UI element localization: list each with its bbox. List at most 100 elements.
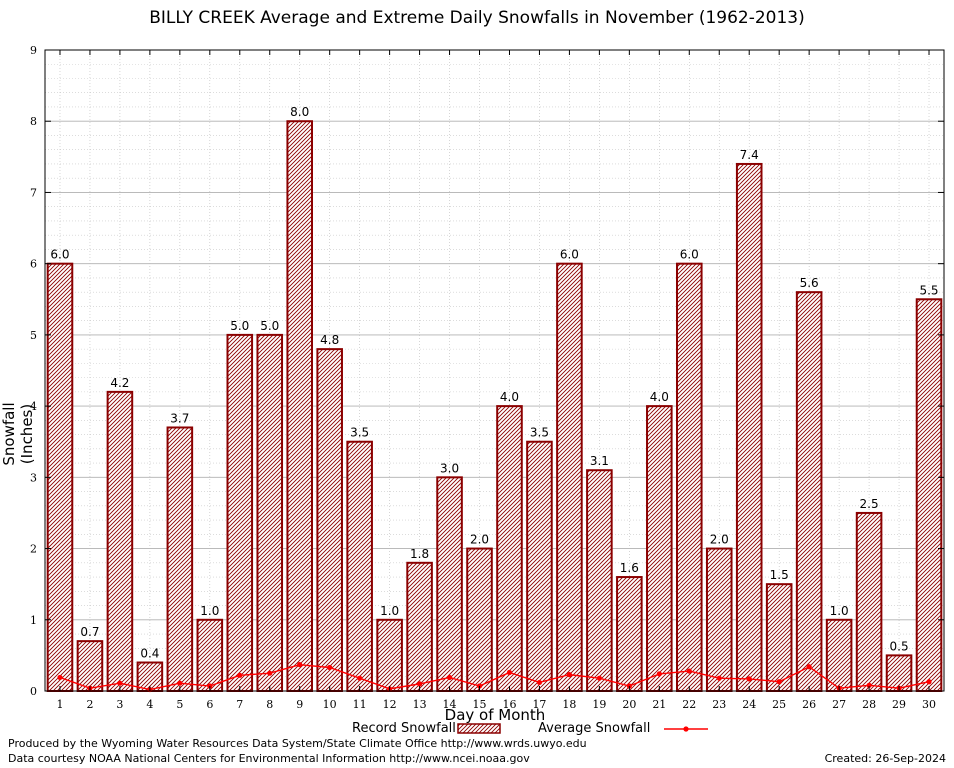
average-point-day-28: [866, 682, 872, 688]
bar-day-12: [376, 618, 403, 692]
bar-day-24: [735, 162, 763, 692]
bar-value-label: 7.4: [740, 148, 759, 162]
y-tick-label: 2: [30, 543, 37, 556]
bar-day-26: [795, 291, 823, 692]
legend-average-marker: [683, 726, 689, 732]
bar-value-label: 5.0: [230, 319, 249, 333]
bar-day-21: [646, 405, 673, 692]
average-point-day-18: [566, 672, 573, 678]
x-tick-label: 11: [353, 698, 367, 711]
x-tick-label: 10: [323, 698, 337, 711]
average-point-day-25: [776, 679, 782, 685]
bar-value-label: 2.0: [710, 533, 729, 547]
plot-frame: [44, 49, 945, 692]
x-tick-label: 21: [652, 698, 666, 711]
bar-day-13: [406, 561, 433, 692]
bar-day-2: [76, 640, 104, 693]
average-point-day-8: [267, 670, 273, 676]
y-tick-label: 0: [30, 685, 37, 698]
bar-value-label: 1.5: [770, 568, 789, 582]
bar-day-30: [915, 298, 943, 692]
bar-day-20: [616, 576, 643, 692]
x-tick-label: 18: [562, 698, 576, 711]
bar-day-15: [466, 547, 493, 692]
y-axis-label: Snowfall (Inches): [0, 402, 36, 466]
average-line: [57, 662, 932, 693]
x-tick-label: 29: [892, 698, 906, 711]
x-tick-label: 25: [772, 698, 786, 711]
bar-value-label: 5.6: [800, 276, 819, 290]
bar-day-16: [496, 405, 523, 692]
y-tick-label: 1: [30, 614, 37, 627]
bar-day-14: [436, 476, 463, 693]
bar-value-label: 3.0: [440, 461, 459, 475]
y-tick-label: 3: [30, 471, 37, 484]
x-tick-label: 13: [413, 698, 427, 711]
bar-value-label: 1.0: [380, 604, 399, 618]
bar-day-27: [825, 618, 853, 692]
x-tick-label: 9: [296, 698, 303, 711]
average-point-day-17: [536, 679, 543, 686]
bar-day-28: [855, 511, 883, 693]
bar-day-9: [286, 120, 314, 692]
x-tick-label: 22: [682, 698, 696, 711]
bar-value-label: 4.8: [320, 333, 339, 347]
average-point-day-19: [596, 675, 602, 681]
average-point-day-11: [357, 675, 363, 681]
bar-value-label: 3.1: [590, 454, 609, 468]
bar-value-label: 8.0: [290, 105, 309, 119]
bar-value-label: 1.6: [620, 561, 639, 575]
bar-value-label: 1.0: [200, 604, 219, 618]
bars: 6.0 0.7 4.2 0.4 3.7 1.0 5.0 5.0 8.0 4.8 3.5 1.0 1.8 3…: [46, 105, 943, 693]
x-tick-label: 3: [116, 698, 123, 711]
footer-produced-by: Produced by the Wyoming Water Resources …: [8, 737, 587, 750]
y-tick-label: 7: [30, 186, 37, 199]
bar-value-label: 0.7: [80, 625, 99, 639]
bar-day-17: [526, 440, 553, 692]
x-tick-label: 16: [502, 698, 516, 711]
average-snowfall-line: [59, 663, 930, 691]
bar-day-3: [106, 390, 134, 692]
y-tick-label: 5: [30, 329, 37, 342]
bar-value-label: 3.7: [170, 411, 189, 425]
average-point-day-7: [237, 672, 243, 678]
x-tick-label: 4: [146, 698, 153, 711]
bar-day-8: [256, 333, 284, 692]
x-axis-label: Day of Month: [444, 706, 546, 724]
bar-value-label: 2.0: [470, 533, 489, 547]
bar-value-label: 4.2: [110, 376, 129, 390]
x-tick-label: 23: [712, 698, 726, 711]
y-tick-label: 8: [30, 115, 37, 128]
bar-value-label: 6.0: [50, 248, 69, 262]
x-tick-label: 26: [802, 698, 816, 711]
bar-day-25: [765, 583, 793, 693]
x-tick-label: 1: [56, 698, 63, 711]
average-point-day-22: [686, 668, 692, 674]
bar-day-18: [556, 262, 583, 692]
average-point-day-13: [416, 681, 423, 687]
bar-value-label: 6.0: [680, 248, 699, 262]
bar-value-label: 2.5: [860, 497, 879, 511]
bar-day-19: [586, 469, 613, 693]
bar-value-label: 5.5: [919, 283, 938, 297]
x-tick-label: 28: [862, 698, 876, 711]
bar-value-label: 0.5: [890, 639, 909, 653]
bar-value-label: 1.8: [410, 547, 429, 561]
bar-day-11: [346, 440, 373, 692]
bar-day-5: [166, 426, 194, 692]
y-tick-label: 9: [30, 44, 37, 57]
average-point-day-5: [177, 680, 183, 686]
average-point-day-23: [716, 675, 722, 681]
x-tick-label: 24: [742, 698, 756, 711]
bar-value-label: 6.0: [560, 248, 579, 262]
bar-day-23: [705, 547, 733, 692]
x-tick-label: 5: [176, 698, 183, 711]
average-point-day-16: [506, 669, 513, 676]
x-tick-label: 15: [473, 698, 487, 711]
x-tick-label: 7: [236, 698, 243, 711]
average-point-day-24: [746, 676, 752, 682]
bar-value-label: 4.0: [650, 390, 669, 404]
legend: [457, 723, 708, 734]
